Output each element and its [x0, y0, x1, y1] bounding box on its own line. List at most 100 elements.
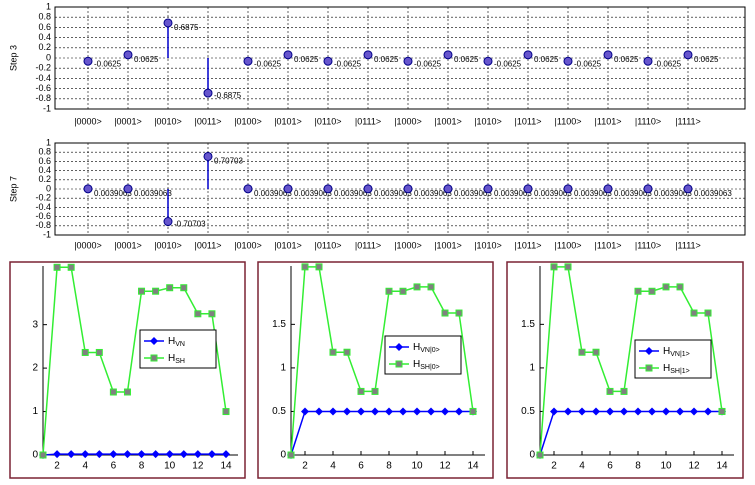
x-tick-label: |0110> [315, 240, 342, 250]
point-marker [109, 450, 118, 459]
legend-box [634, 339, 712, 379]
legend-marker [645, 347, 653, 355]
point-marker [676, 407, 684, 416]
point-marker [329, 407, 337, 416]
y-tick-label: -0.8 [35, 93, 51, 103]
point-marker [39, 451, 47, 459]
point-marker [315, 263, 323, 271]
x-tick-label: 10 [164, 461, 176, 472]
legend-marker [395, 343, 403, 351]
x-tick-label: 14 [467, 461, 479, 472]
x-tick-label: 4 [82, 461, 88, 472]
point-marker [620, 407, 628, 416]
point-marker [194, 310, 202, 318]
point-marker [704, 309, 712, 317]
point-marker [385, 287, 393, 295]
point-marker [123, 388, 131, 396]
x-tick-label: |1010> [474, 240, 502, 250]
value-label: 0.0039063 [94, 189, 132, 198]
y-tick-label: 0 [32, 450, 38, 461]
series-line [539, 266, 723, 456]
value-label: -0.0625 [574, 59, 602, 68]
point-marker [301, 263, 309, 271]
point-marker [138, 287, 146, 295]
value-label: 0.0625 [134, 55, 159, 64]
value-label: 0.0625 [454, 55, 479, 64]
point-marker [578, 348, 586, 356]
stem-marker [643, 184, 653, 194]
series-line [42, 266, 227, 456]
stem-marker [83, 184, 93, 194]
value-label: 0.0039063 [694, 189, 732, 198]
y-tick-label: -0.6 [35, 211, 51, 221]
point-marker [208, 310, 216, 318]
point-marker [662, 407, 670, 416]
x-tick-label: |0010> [154, 240, 182, 250]
value-label: 0.0039063 [654, 189, 692, 198]
stem-marker [163, 217, 173, 227]
point-marker [151, 450, 160, 459]
x-tick-label: |0000> [74, 240, 102, 250]
x-tick-label: 10 [660, 461, 672, 472]
point-marker [441, 407, 449, 416]
y-tick-label: -0.2 [35, 193, 51, 203]
legend-label: HSH|1> [663, 363, 690, 375]
x-tick-label: |0001> [114, 116, 142, 126]
y-tick-label: 0.2 [38, 174, 51, 184]
stem-marker [483, 56, 493, 66]
stem-marker [323, 184, 333, 194]
y-tick-label: -0.6 [35, 83, 51, 93]
value-label: 0.0625 [294, 55, 319, 64]
stem-marker [443, 50, 453, 60]
point-marker [165, 450, 174, 459]
x-tick-label: 12 [439, 461, 451, 472]
point-marker [287, 451, 295, 459]
x-tick-label: 8 [635, 461, 641, 472]
y-tick-label: -1 [43, 103, 51, 113]
legend-subscript: VN [175, 341, 185, 348]
x-tick-label: 2 [551, 461, 557, 472]
point-marker [455, 309, 463, 317]
stem-marker [123, 50, 133, 60]
x-tick-label: |1001> [434, 116, 462, 126]
point-marker [301, 407, 309, 416]
point-marker [343, 348, 351, 356]
value-label: 0.0039063 [454, 189, 492, 198]
value-label: 0.0039063 [334, 189, 372, 198]
y-tick-label: 0.5 [521, 406, 535, 417]
point-marker [634, 407, 642, 416]
legend-marker [395, 360, 403, 368]
y-tick-label: 0.8 [38, 12, 51, 22]
stem-marker [563, 184, 573, 194]
stem-marker [83, 56, 93, 66]
x-tick-label: 6 [358, 461, 364, 472]
value-label: 0.0039063 [614, 189, 652, 198]
point-marker [662, 283, 670, 291]
stem-marker [483, 184, 493, 194]
point-marker [179, 450, 188, 459]
value-label: 0.0039063 [374, 189, 412, 198]
series-line [290, 266, 474, 456]
legend-label: HSH [168, 353, 185, 365]
point-marker [704, 407, 712, 416]
value-label: 0.0039063 [254, 189, 292, 198]
point-marker [371, 407, 379, 416]
stem-marker [603, 184, 613, 194]
x-tick-label: |1101> [595, 240, 622, 250]
point-marker [166, 284, 174, 292]
point-marker [315, 407, 323, 416]
point-marker [427, 283, 435, 291]
stem-marker [523, 184, 533, 194]
x-tick-label: 2 [54, 461, 60, 472]
value-label: 0.6875 [174, 23, 199, 32]
point-marker [564, 263, 572, 271]
value-label: -0.70703 [174, 220, 206, 229]
point-marker [399, 407, 407, 416]
point-marker [53, 263, 61, 271]
value-label: -0.0625 [254, 59, 282, 68]
value-label: 0.0039063 [414, 189, 452, 198]
point-marker [550, 407, 558, 416]
x-tick-label: |1101> [595, 116, 622, 126]
x-tick-label: |0100> [234, 116, 262, 126]
